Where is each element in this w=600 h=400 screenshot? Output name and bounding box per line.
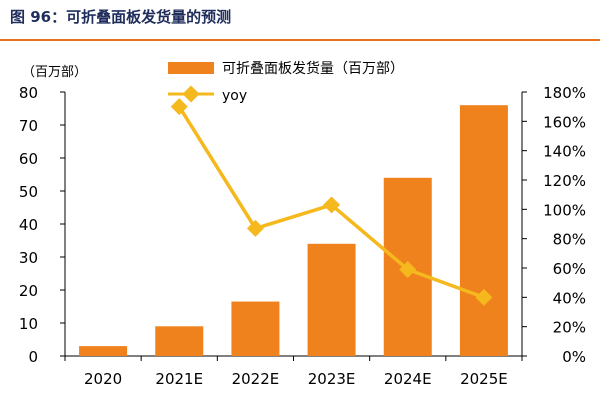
x-axis-tick-label: 2020 bbox=[84, 370, 122, 388]
left-axis-tick-label: 50 bbox=[19, 183, 38, 201]
x-axis-tick-label: 2023E bbox=[308, 370, 356, 388]
left-axis-tick-label: 20 bbox=[19, 282, 38, 300]
right-axis-tick-label: 180% bbox=[543, 84, 586, 102]
bar-2020 bbox=[79, 346, 128, 356]
left-axis-tick-label: 0 bbox=[28, 348, 38, 366]
right-axis-tick-label: 60% bbox=[553, 260, 586, 278]
right-axis-tick-label: 20% bbox=[553, 319, 586, 337]
bar-2025E bbox=[459, 105, 508, 356]
left-axis-tick-label: 60 bbox=[19, 150, 38, 168]
bar-2021E bbox=[155, 326, 204, 356]
legend-line-marker bbox=[182, 85, 200, 103]
x-axis-tick-label: 2021E bbox=[155, 370, 203, 388]
figure-title: 图 96：可折叠面板发货量的预测 bbox=[10, 8, 232, 26]
right-axis-tick-label: 0% bbox=[562, 348, 586, 366]
legend-line-label: yoy bbox=[222, 88, 247, 104]
left-axis-tick-label: 30 bbox=[19, 249, 38, 267]
x-axis-tick-label: 2025E bbox=[460, 370, 508, 388]
yoy-line-series bbox=[170, 98, 493, 306]
left-axis-unit-label: （百万部） bbox=[22, 65, 87, 80]
x-axis-tick-label: 2022E bbox=[232, 370, 280, 388]
right-axis-tick-label: 40% bbox=[553, 289, 586, 307]
yoy-point-2021E bbox=[170, 98, 188, 116]
left-axis-tick-label: 10 bbox=[19, 315, 38, 333]
left-axis-tick-label: 70 bbox=[19, 117, 38, 135]
chart-legend: 可折叠面板发货量（百万部） yoy bbox=[168, 60, 404, 104]
chart-axes: 0 10 20 30 40 50 60 70 80 0% 20% 40% 60% 80% 100% 120% 1… bbox=[19, 84, 586, 388]
left-axis-tick-label: 80 bbox=[19, 84, 38, 102]
yoy-point-2025E bbox=[475, 288, 493, 306]
title-divider bbox=[0, 39, 600, 41]
shipment-forecast-chart: （百万部） 可折叠面板发货量（百万部） yoy 0 10 20 30 40 50 60 70 8… bbox=[19, 60, 586, 388]
right-axis-tick-label: 140% bbox=[543, 143, 586, 161]
right-axis-tick-label: 80% bbox=[553, 231, 586, 249]
bar-series bbox=[79, 105, 508, 356]
right-axis-tick-label: 100% bbox=[543, 201, 586, 219]
legend-bar-label: 可折叠面板发货量（百万部） bbox=[222, 60, 404, 77]
legend-bar-swatch bbox=[168, 62, 214, 74]
x-axis-tick-label: 2024E bbox=[384, 370, 432, 388]
left-axis-tick-label: 40 bbox=[19, 216, 38, 234]
bar-2022E bbox=[231, 301, 280, 356]
right-axis-tick-label: 160% bbox=[543, 113, 586, 131]
right-axis-tick-label: 120% bbox=[543, 172, 586, 190]
yoy-point-2023E bbox=[323, 196, 341, 214]
bar-2023E bbox=[307, 243, 356, 356]
figure-header: 图 96：可折叠面板发货量的预测 bbox=[0, 0, 600, 41]
yoy-point-2022E bbox=[246, 219, 264, 237]
yoy-point-2024E bbox=[399, 260, 417, 278]
